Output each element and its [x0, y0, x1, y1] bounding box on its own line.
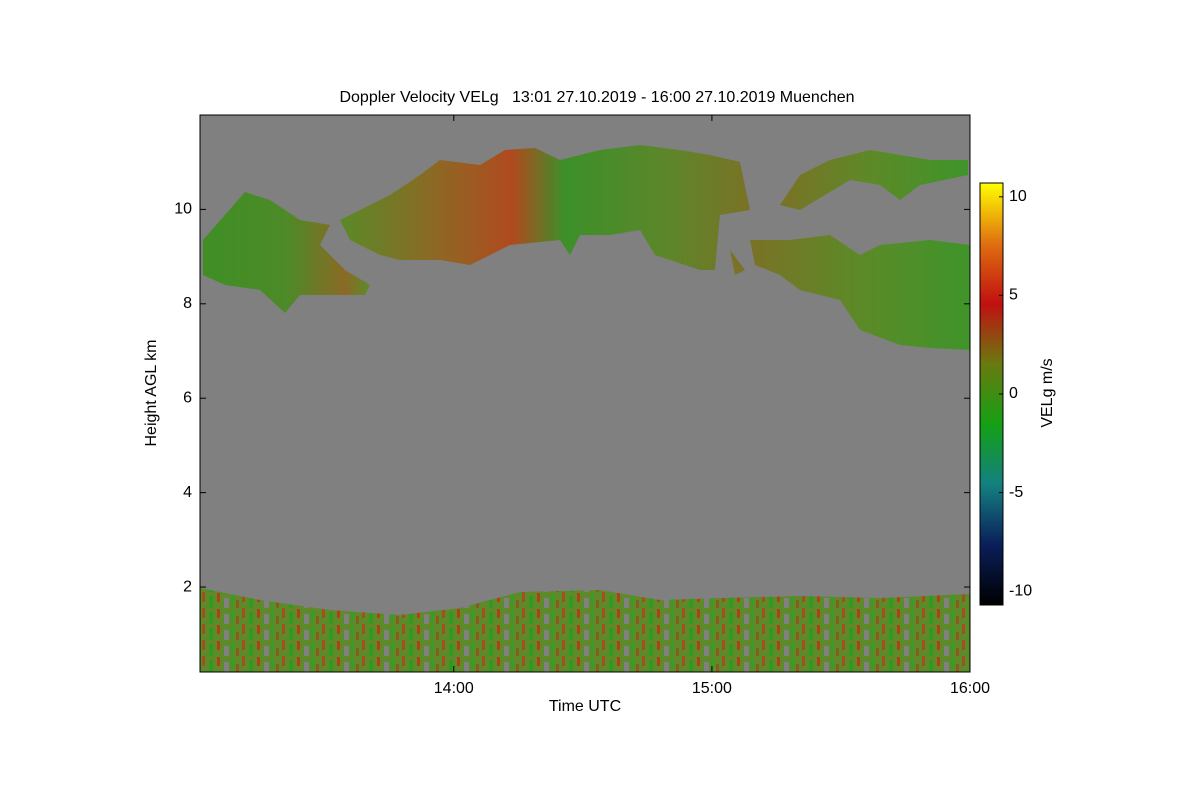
- x-tick-label: 15:00: [692, 680, 732, 697]
- colorbar-tick-label: 0: [1009, 385, 1018, 402]
- cloud: [750, 235, 970, 350]
- y-tick-label: 8: [183, 295, 192, 312]
- colorbar-tick-label: -5: [1009, 484, 1023, 501]
- plot-frame: [199, 114, 971, 673]
- x-tick-label: 14:00: [434, 680, 474, 697]
- y-tick-label: 10: [174, 201, 192, 218]
- colorbar-tick-label: 10: [1009, 188, 1027, 205]
- y-tick-label: 6: [183, 389, 192, 406]
- boundary-layer: [200, 588, 970, 672]
- cloud: [340, 145, 750, 270]
- cloud: [203, 192, 370, 313]
- chart-title: Doppler Velocity VELg 13:01 27.10.2019 -…: [339, 89, 854, 106]
- cloud: [730, 250, 745, 275]
- y-tick-label: 2: [183, 578, 192, 595]
- echo-layer: [200, 145, 970, 672]
- x-axis-label: Time UTC: [549, 698, 621, 715]
- x-tick-label: 16:00: [950, 680, 990, 697]
- y-axis-label: Height AGL km: [143, 339, 160, 446]
- colorbar-tick-label: 5: [1009, 287, 1018, 304]
- colorbar-label: VELg m/s: [1039, 358, 1056, 427]
- cloud: [780, 150, 968, 210]
- y-tick-label: 4: [183, 484, 192, 501]
- colorbar-tick-label: -10: [1009, 582, 1032, 599]
